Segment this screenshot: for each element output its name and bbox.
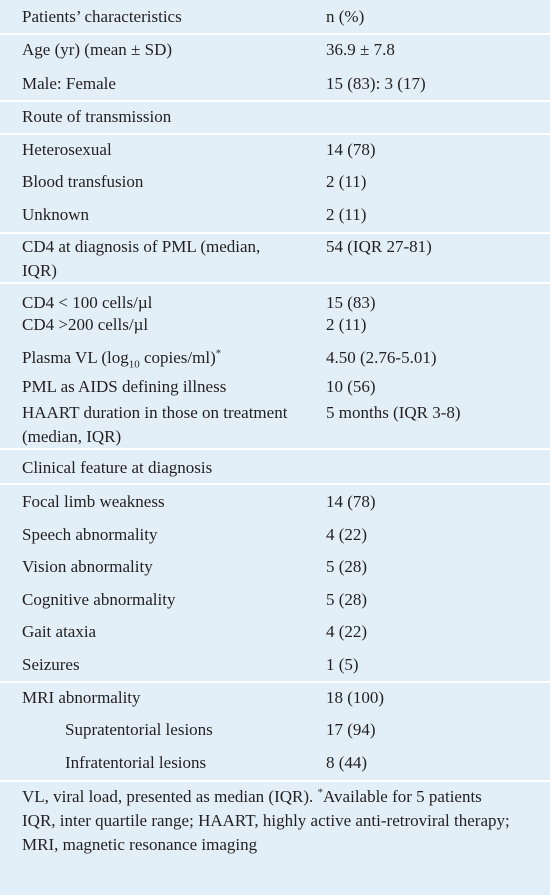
value-cell: 4.50 (2.76-5.01) [326,348,437,367]
value-cell: 15 (83) [326,293,376,312]
value-cell: 54 (IQR 27-81) [326,237,432,256]
label-cell: Cognitive abnormality [22,590,176,609]
label-cell: Plasma VL (log10 copies/ml)* [22,346,322,370]
row-separator [0,681,550,683]
value-cell: 5 (28) [326,590,368,609]
value-cell: 8 (44) [326,753,368,772]
text: Plasma VL (log [22,348,129,367]
value-cell: 15 (83): 3 (17) [326,74,426,93]
label-cell: Vision abnormality [22,557,153,576]
label-cell: Clinical feature at diagnosis [22,458,213,477]
value-cell: 10 (56) [326,377,376,396]
value-cell: 2 (11) [326,172,367,191]
label-cell: Focal limb weakness [22,492,165,511]
value-cell: 4 (22) [326,622,368,641]
label-cell: Speech abnormality [22,525,158,544]
row-separator [0,100,550,102]
label-cell: PML as AIDS defining illness [22,377,227,396]
label-cell: MRI abnormality [22,688,141,707]
value-cell: 18 (100) [326,688,385,707]
label-cell: Blood transfusion [22,172,144,191]
row-separator [0,780,550,782]
value-cell: 5 months (IQR 3-8) [326,403,461,422]
label-cell: Gait ataxia [22,622,97,641]
value-cell: 14 (78) [326,140,376,159]
value-cell: 17 (94) [326,720,376,739]
row-separator [0,282,550,284]
label-cell: Unknown [22,205,90,224]
label-cell: Age (yr) (mean ± SD) [22,40,173,59]
footnote-line: IQR, inter quartile range; HAART, highly… [22,811,510,854]
row-separator [0,33,550,35]
label-cell: CD4 at diagnosis of PML (median, IQR) [22,237,261,280]
header-cell: Patients’ characteristics [22,7,182,26]
row-separator [0,448,550,450]
label-cell: HAART duration in those on treatment (me… [22,403,288,446]
label-cell: Male: Female [22,74,116,93]
footnote-line: VL, viral load, presented as median (IQR… [22,785,537,809]
footnote: VL, viral load, presented as median (IQR… [22,785,537,857]
header-cell: n (%) [326,7,365,26]
text: Available for 5 patients [323,787,482,806]
label-cell: Heterosexual [22,140,112,159]
value-cell: 36.9 ± 7.8 [326,40,395,59]
label-cell: Seizures [22,655,80,674]
value-cell: 2 (11) [326,205,367,224]
subscript: 10 [128,358,140,371]
superscript: * [215,347,222,360]
label-cell: CD4 >200 cells/µl [22,315,149,334]
row-separator [0,232,550,234]
label-cell: Supratentorial lesions [65,720,213,739]
value-cell: 14 (78) [326,492,376,511]
superscript: * [317,786,324,799]
text: copies/ml) [139,348,216,367]
text: VL, viral load, presented as median (IQR… [22,787,318,806]
label-cell: Route of transmission [22,107,172,126]
row-separator [0,483,550,485]
label-cell: Infratentorial lesions [65,753,207,772]
value-cell: 2 (11) [326,315,367,334]
row-separator [0,133,550,135]
value-cell: 4 (22) [326,525,368,544]
label-cell: CD4 < 100 cells/µl [22,293,153,312]
value-cell: 1 (5) [326,655,359,674]
value-cell: 5 (28) [326,557,368,576]
